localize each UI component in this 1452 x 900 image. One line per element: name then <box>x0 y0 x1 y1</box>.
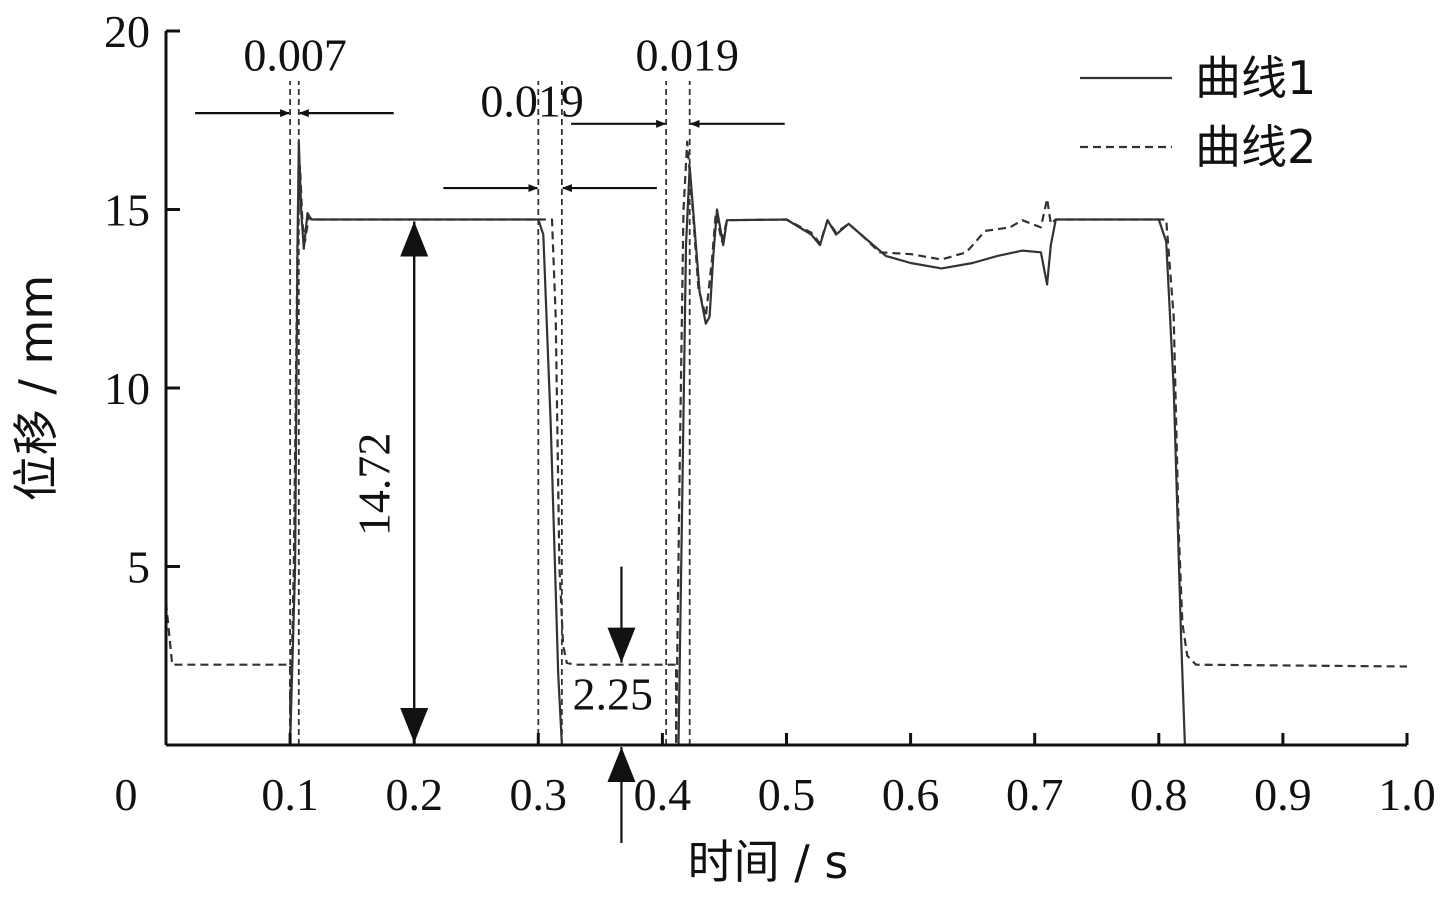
legend-label-series-1: 曲线1 <box>1195 51 1316 105</box>
y-axis-title: 位移 / mm <box>9 275 63 501</box>
x-tick-label: 0.3 <box>510 769 568 820</box>
guide-lines <box>289 80 691 745</box>
series-line-2 <box>164 140 1408 747</box>
legend: 曲线1 曲线2 <box>1080 51 1316 174</box>
x-axis-title: 时间 / s <box>688 835 849 889</box>
offset-label: 2.25 <box>573 668 654 719</box>
y-tick-label: 15 <box>104 185 150 236</box>
gap-label: 0.019 <box>480 76 584 127</box>
x-tick-label: 0.2 <box>385 769 443 820</box>
span-label: 14.72 <box>348 433 399 537</box>
gap-label: 0.007 <box>243 29 347 80</box>
annotations: 0.007 0.019 0.019 14.72 2.25 <box>195 29 785 843</box>
x-tick-label: 0.7 <box>1006 769 1064 820</box>
axes: 0 0.1 0.2 0.3 0.4 0.5 0.6 0.7 0.8 0.9 1.0 5 10 15 20 <box>104 6 1436 820</box>
gap-label: 0.019 <box>635 29 739 80</box>
x-tick-label: 0 <box>115 769 138 820</box>
series-group <box>164 140 1408 747</box>
x-tick-label: 0.8 <box>1130 769 1188 820</box>
x-tick-label: 0.5 <box>758 769 816 820</box>
x-tick-label: 0.9 <box>1254 769 1312 820</box>
y-tick-label: 20 <box>104 6 150 57</box>
x-tick-label: 0.1 <box>261 769 319 820</box>
legend-label-series-2: 曲线2 <box>1195 120 1316 174</box>
y-tick-label: 10 <box>104 363 150 414</box>
y-tick-label: 5 <box>127 542 150 593</box>
x-tick-label: 1.0 <box>1378 769 1436 820</box>
x-tick-label: 0.6 <box>882 769 940 820</box>
x-tick-label: 0.4 <box>634 769 692 820</box>
